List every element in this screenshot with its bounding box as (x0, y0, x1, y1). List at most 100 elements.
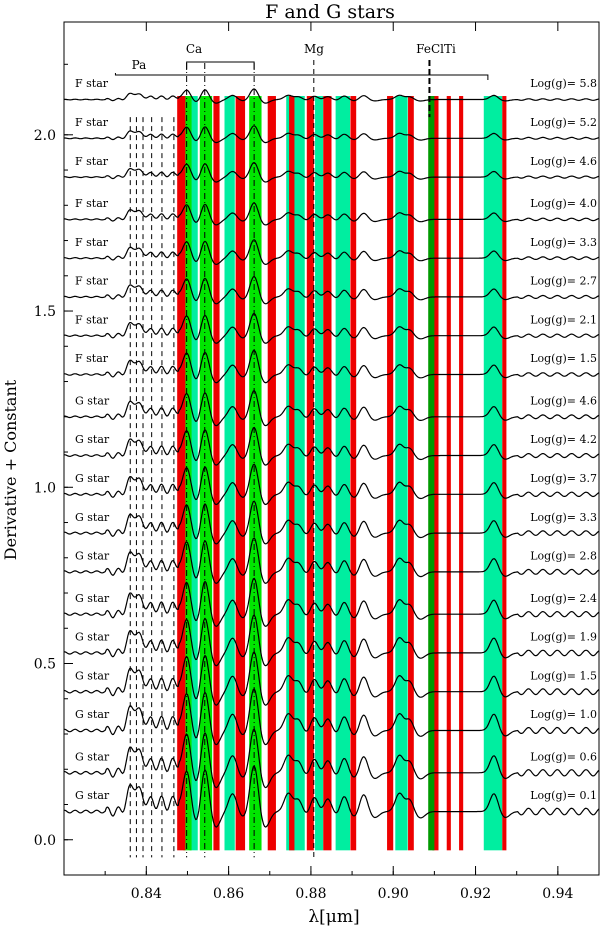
series-label-layer: F star Log(g)= 5.8 F star Log(g)= 5.2 F star… (75, 77, 597, 802)
red-band (446, 96, 451, 851)
cyan-band (189, 96, 198, 851)
axes-layer: 0.84 0.86 0.88 0.90 0.92 0.94 0.0 0.5 1.0 1.5 2.0 (34, 22, 574, 902)
x-tick-label: 0.84 (131, 886, 162, 902)
series-gravity-label: Log(g)= 1.5 (530, 352, 597, 365)
series-type-label: G star (75, 592, 110, 605)
series-type-label: F star (75, 77, 109, 90)
series-type-label: G star (75, 550, 110, 563)
fecl-annotation: FeClTi (416, 42, 456, 56)
series-gravity-label: Log(g)= 1.0 (530, 708, 597, 721)
spectrum-line (63, 728, 600, 789)
spectra-layer (63, 88, 600, 828)
series-gravity-label: Log(g)= 4.2 (530, 433, 597, 446)
series-type-label: F star (75, 116, 109, 129)
x-tick-label: 0.90 (378, 886, 409, 902)
spectrum-line (64, 537, 600, 584)
series-gravity-label: Log(g)= 3.3 (530, 511, 597, 524)
spectrum-line (63, 463, 600, 506)
series-gravity-label: Log(g)= 2.1 (530, 313, 597, 326)
spectrum-line (63, 239, 600, 266)
series-type-label: F star (75, 155, 109, 168)
red-band (387, 96, 394, 851)
red-band (213, 96, 220, 851)
y-tick-label: 2.0 (34, 128, 56, 144)
series-gravity-label: Log(g)= 1.5 (530, 669, 597, 682)
red-band (408, 96, 414, 851)
x-tick-label: 0.92 (460, 886, 491, 902)
series-gravity-label: Log(g)= 0.1 (530, 789, 597, 802)
spectrum-line (63, 390, 600, 427)
pa-annotation: Pa (132, 58, 147, 72)
y-axis-label: Derivative + Constant (1, 379, 20, 560)
series-gravity-label: Log(g)= 2.8 (530, 550, 597, 563)
spectrum-line (63, 88, 600, 104)
y-tick-label: 0.0 (34, 833, 56, 849)
ca-bracket (186, 61, 255, 70)
cyan-band (395, 96, 408, 851)
series-type-label: G star (75, 669, 110, 682)
x-axis-label: λ[μm] (308, 907, 359, 927)
red-band (459, 96, 464, 851)
mg-annotation: Mg (304, 42, 324, 56)
series-type-label: F star (75, 197, 109, 210)
red-band (350, 96, 357, 851)
spectrum-line (64, 500, 600, 545)
red-band (289, 96, 295, 851)
red-band (177, 96, 186, 851)
chart-title: F and G stars (265, 1, 395, 23)
series-gravity-label: Log(g)= 1.9 (530, 631, 597, 644)
band-layer (177, 96, 507, 851)
series-gravity-label: Log(g)= 2.7 (530, 275, 597, 288)
cyan-band (224, 96, 235, 851)
series-type-label: G star (75, 433, 110, 446)
series-type-label: G star (75, 472, 110, 485)
series-type-label: G star (75, 708, 110, 721)
x-tick-label: 0.88 (295, 886, 326, 902)
pa-bracket (114, 73, 489, 80)
series-gravity-label: Log(g)= 5.2 (530, 116, 597, 129)
spectrum-line (63, 275, 600, 305)
series-type-label: G star (75, 789, 110, 802)
green-band (183, 96, 192, 851)
y-tick-label: 0.5 (34, 657, 56, 673)
x-tick-label: 0.86 (213, 886, 244, 902)
spectrum-line (63, 614, 600, 667)
series-type-label: F star (75, 352, 109, 365)
cyan-band (315, 96, 324, 851)
spectrum-line (63, 765, 600, 828)
red-band (502, 96, 507, 851)
x-tick-label: 0.94 (542, 886, 573, 902)
spectrum-line (63, 651, 600, 706)
series-gravity-label: Log(g)= 0.6 (530, 750, 597, 763)
series-type-label: F star (75, 313, 109, 326)
red-band (323, 96, 332, 851)
series-gravity-label: Log(g)= 5.8 (530, 77, 597, 90)
series-gravity-label: Log(g)= 4.6 (530, 155, 597, 168)
dark-green-band (428, 96, 435, 851)
series-gravity-label: Log(g)= 3.3 (530, 236, 597, 249)
red-band (235, 96, 246, 851)
plot-frame (63, 21, 600, 876)
spectrum-line (64, 125, 600, 144)
series-type-label: F star (75, 275, 109, 288)
series-gravity-label: Log(g)= 3.7 (530, 472, 597, 485)
spectrum-line (63, 577, 600, 627)
series-type-label: F star (75, 236, 109, 249)
red-band (306, 96, 314, 851)
y-tick-label: 1.5 (34, 304, 56, 320)
spectrum-line (64, 161, 600, 183)
spectrum-line (64, 202, 600, 226)
series-type-label: G star (75, 511, 110, 524)
series-gravity-label: Log(g)= 4.0 (530, 197, 597, 210)
series-type-label: G star (75, 750, 110, 763)
cyan-band (286, 96, 305, 851)
annotation-layer: Pa Ca Mg FeClTi (132, 42, 456, 72)
series-type-label: G star (75, 631, 110, 644)
spectrum-line (64, 349, 600, 384)
y-tick-label: 1.0 (34, 480, 56, 496)
cyan-band (483, 96, 503, 851)
spectrum-line (64, 312, 600, 344)
series-type-label: G star (75, 394, 110, 407)
cyan-band (335, 96, 351, 851)
